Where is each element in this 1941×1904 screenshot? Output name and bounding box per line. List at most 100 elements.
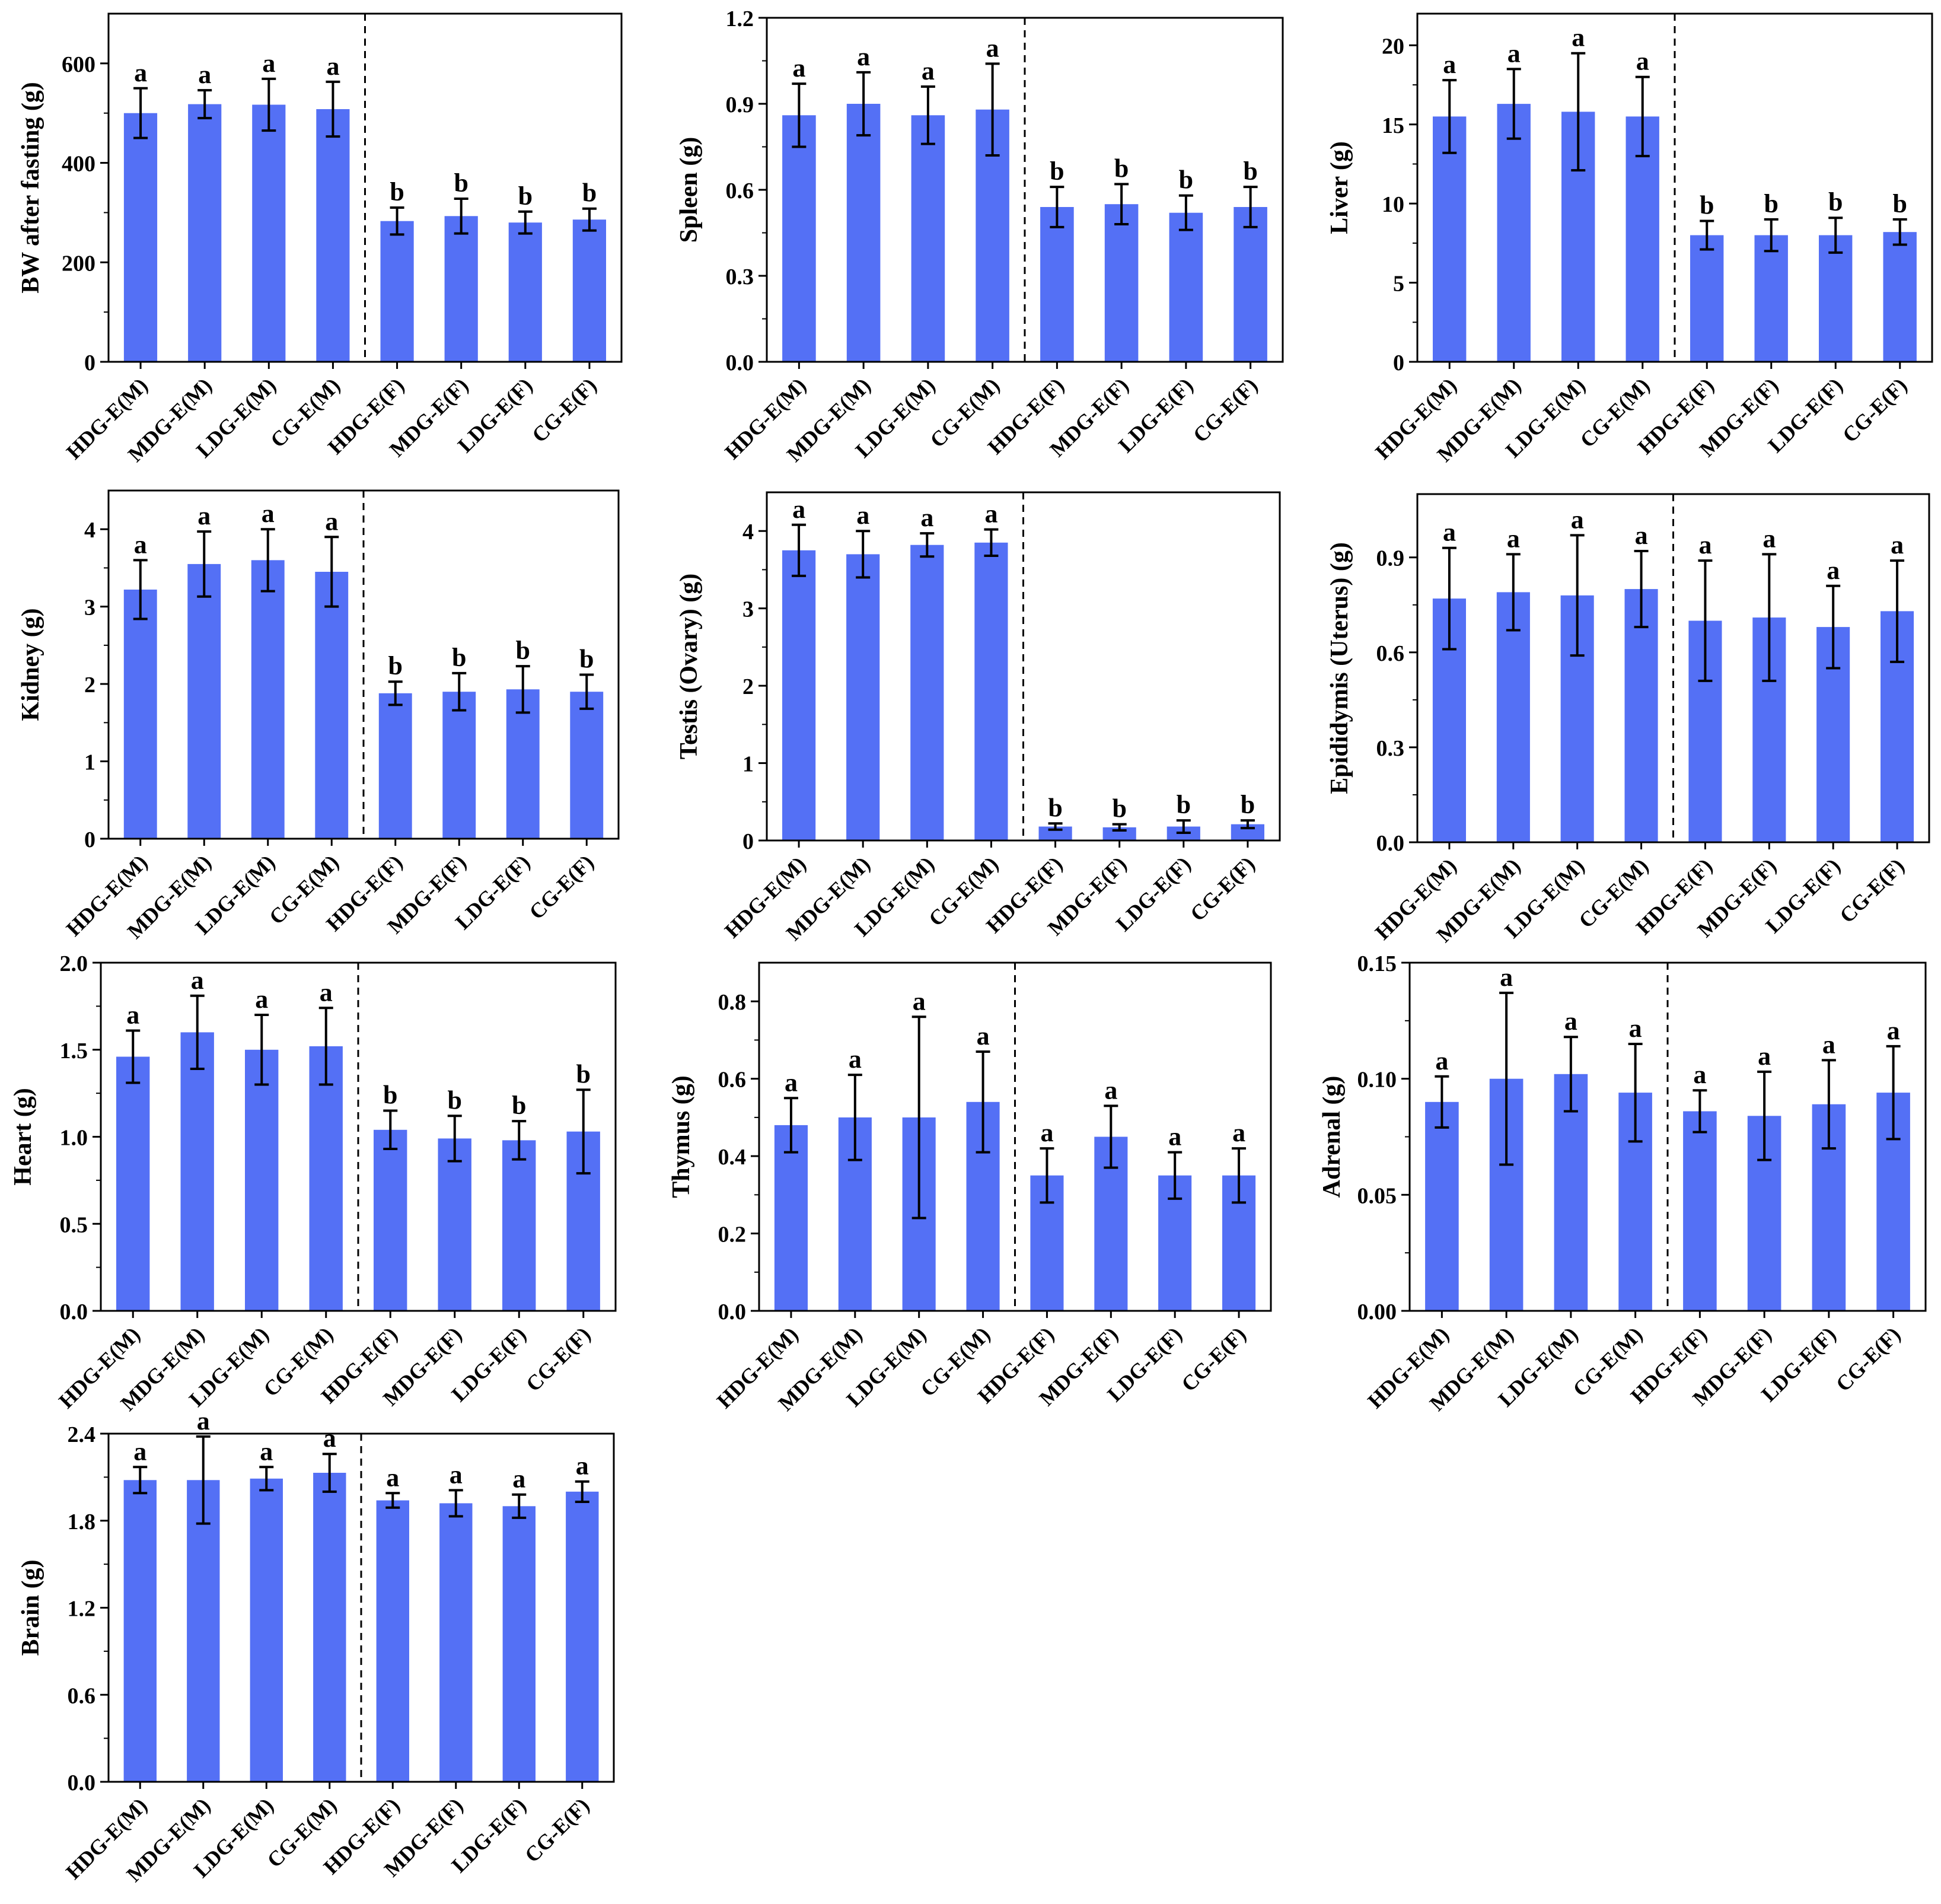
- y-tick-label: 0.6: [726, 179, 754, 203]
- x-tick-label: CG-E(F): [520, 1793, 594, 1867]
- bar: [442, 692, 476, 839]
- y-tick-label: 2: [84, 673, 95, 698]
- significance-letter: b: [1764, 189, 1779, 218]
- bar: [315, 572, 349, 839]
- y-axis-label: Brain (g): [17, 1559, 44, 1655]
- significance-letter: b: [448, 1085, 462, 1115]
- significance-letter: a: [856, 501, 869, 530]
- significance-letter: a: [262, 49, 275, 78]
- significance-letter: b: [1893, 189, 1907, 218]
- y-tick-label: 0.00: [1357, 1300, 1397, 1324]
- significance-letter: b: [452, 643, 466, 672]
- y-tick-label: 5: [1393, 272, 1404, 297]
- y-tick-label: 20: [1382, 34, 1404, 59]
- bar: [572, 219, 606, 362]
- significance-letter: b: [1048, 793, 1062, 822]
- y-tick-label: 0: [84, 827, 95, 852]
- bar: [444, 216, 478, 362]
- plot-frame: [107, 12, 623, 363]
- y-tick-label: 3: [742, 597, 754, 622]
- bar: [187, 563, 221, 839]
- bar: [910, 545, 944, 840]
- y-tick-label: 400: [62, 152, 95, 177]
- significance-letter: a: [913, 986, 926, 1015]
- significance-letter: a: [1891, 530, 1904, 559]
- y-tick-label: 4: [84, 518, 95, 543]
- bar: [846, 104, 881, 362]
- significance-letter: a: [262, 499, 275, 528]
- significance-letter: a: [984, 499, 997, 528]
- significance-letter: b: [512, 1091, 526, 1120]
- bar: [187, 1480, 220, 1782]
- significance-letter: b: [518, 182, 533, 211]
- y-tick-label: 2.4: [68, 1422, 96, 1447]
- significance-letter: a: [386, 1463, 399, 1492]
- y-tick-label: 2: [742, 674, 754, 699]
- significance-letter: a: [977, 1021, 990, 1050]
- significance-letter: a: [920, 503, 933, 532]
- significance-letter: a: [133, 1437, 146, 1466]
- y-tick-label: 0.6: [1376, 641, 1405, 666]
- bar: [1102, 827, 1136, 840]
- y-tick-label: 2.0: [60, 951, 88, 976]
- significance-letter: a: [1571, 505, 1584, 534]
- chart-panel-10: aaa aa a a a0.00.61.21.82.4HDG-E(M)MDG-E(M)L…: [17, 1406, 615, 1886]
- significance-letter: a: [1629, 1014, 1642, 1043]
- y-tick-label: 0.4: [718, 1145, 747, 1170]
- chart-panel-7: aaa ab b bb0.00.51.01.52.0HDG-E(M)MDG-E(M)L…: [9, 951, 617, 1415]
- x-tick-label: CG-E(F): [524, 850, 598, 924]
- chart-panel-9: aaa aaa a a0.000.050.100.15HDG-E(M)MDG-E(M)…: [1318, 951, 1927, 1415]
- y-tick-label: 200: [62, 251, 95, 276]
- significance-letter: b: [1700, 191, 1714, 220]
- significance-letter: b: [576, 1059, 591, 1088]
- significance-letter: a: [320, 978, 333, 1007]
- y-axis-label: Adrenal (g): [1318, 1076, 1346, 1198]
- bar: [439, 1503, 473, 1782]
- significance-letter: b: [1112, 794, 1126, 823]
- x-tick-label: CG-E(F): [527, 373, 601, 447]
- x-tick-label: CG-E(F): [1838, 373, 1911, 447]
- significance-letter: a: [576, 1451, 589, 1480]
- y-tick-label: 600: [62, 52, 95, 77]
- bar: [566, 1491, 599, 1782]
- significance-letter: b: [454, 168, 468, 198]
- significance-letter: a: [512, 1464, 525, 1494]
- y-tick-label: 0.6: [718, 1068, 747, 1093]
- y-tick-label: 0: [742, 829, 754, 854]
- bar: [782, 550, 816, 840]
- bar: [1433, 116, 1467, 362]
- significance-letter: a: [197, 501, 211, 530]
- x-tick-label: CG-E(F): [1185, 852, 1259, 925]
- bar: [570, 692, 604, 839]
- significance-letter: b: [582, 179, 597, 208]
- significance-letter: a: [126, 1001, 139, 1030]
- significance-letter: b: [579, 645, 594, 674]
- y-axis-label: Liver (g): [1326, 141, 1353, 234]
- y-tick-label: 0.0: [718, 1300, 747, 1324]
- significance-letter: b: [1179, 165, 1193, 195]
- y-tick-label: 0.9: [1376, 546, 1405, 571]
- bar: [380, 221, 414, 362]
- significance-letter: b: [1828, 187, 1843, 216]
- significance-letter: a: [1635, 521, 1648, 550]
- bar: [309, 1046, 343, 1311]
- y-axis-label: Testis (Ovary) (g): [675, 574, 703, 759]
- bar: [1626, 116, 1659, 362]
- significance-letter: a: [785, 1068, 798, 1097]
- y-axis-label: Thymus (g): [668, 1075, 695, 1198]
- y-tick-label: 0.0: [60, 1300, 88, 1324]
- bar: [1234, 207, 1267, 362]
- significance-letter: a: [198, 60, 211, 89]
- bar: [250, 1478, 283, 1782]
- y-tick-label: 1.5: [60, 1039, 88, 1064]
- significance-letter: a: [1443, 518, 1456, 547]
- significance-letter: b: [1177, 790, 1191, 819]
- x-tick-label: CG-E(F): [1831, 1322, 1905, 1396]
- y-tick-label: 0.6: [68, 1683, 96, 1708]
- bar: [1554, 1074, 1588, 1311]
- significance-letter: a: [1500, 963, 1513, 992]
- significance-letter: b: [516, 636, 530, 665]
- significance-letter: a: [134, 530, 147, 559]
